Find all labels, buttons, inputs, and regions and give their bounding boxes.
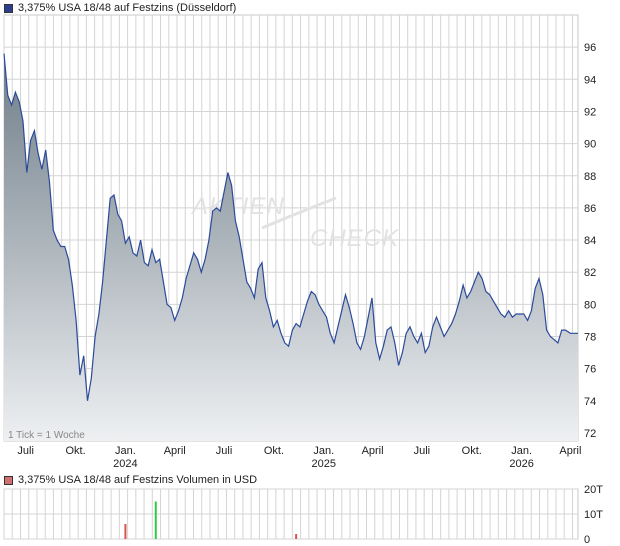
price-y-tick-label: 96: [584, 42, 596, 54]
volume-y-axis: 0 10T 20T: [584, 484, 603, 546]
price-y-tick-label: 86: [584, 203, 596, 215]
price-y-tick-label: 88: [584, 171, 596, 183]
price-x-tick-label: April: [559, 445, 581, 457]
price-x-tick-label: Jan.: [313, 445, 334, 457]
price-x-tick-label: Okt.: [462, 445, 482, 457]
price-x-tick-label: Jan.: [115, 445, 136, 457]
price-x-tick-label: Okt.: [264, 445, 284, 457]
price-x-tick-label: Juli: [414, 445, 431, 457]
volume-y-tick-label: 20T: [584, 484, 603, 496]
volume-bar: [154, 501, 157, 539]
price-y-tick-label: 94: [584, 74, 596, 86]
price-x-tick-year: 2025: [312, 458, 336, 470]
price-plot-area: AKTIEN CHECK 1 Tick = 1 Woche: [3, 14, 579, 442]
price-y-tick-label: 74: [584, 396, 596, 408]
price-legend-swatch: [4, 3, 13, 13]
volume-bar: [295, 534, 298, 539]
price-x-tick-label: Juli: [216, 445, 233, 457]
price-y-tick-label: 76: [584, 364, 596, 376]
price-x-tick-label: Okt.: [65, 445, 85, 457]
price-y-tick-label: 84: [584, 235, 596, 247]
volume-grid: [3, 488, 578, 540]
volume-y-tick-label: 10T: [584, 509, 603, 521]
price-x-tick-year: 2026: [509, 458, 533, 470]
volume-chart-title: 3,375% USA 18/48 auf Festzins Volumen in…: [18, 474, 258, 486]
volume-legend-swatch: [4, 475, 13, 485]
tick-interval-note: 1 Tick = 1 Woche: [8, 430, 85, 441]
price-y-tick-label: 80: [584, 299, 596, 311]
volume-y-tick-label: 0: [584, 534, 590, 546]
price-y-tick-label: 92: [584, 106, 596, 118]
volume-bars: [124, 501, 298, 539]
watermark-line-1: AKTIEN: [190, 193, 285, 220]
price-y-tick-label: 82: [584, 267, 596, 279]
price-series-line: [3, 53, 578, 401]
watermark-swoosh: [261, 196, 337, 230]
price-y-axis: 72 74 76 78 80 82 84 86 88 90 92 94 96: [584, 42, 596, 440]
volume-legend: 3,375% USA 18/48 auf Festzins Volumen in…: [4, 474, 257, 486]
price-x-tick-label: April: [164, 445, 186, 457]
price-x-tick-label: April: [362, 445, 384, 457]
price-y-tick-label: 90: [584, 139, 596, 151]
volume-bar: [124, 524, 127, 539]
volume-plot-area: [3, 488, 579, 540]
watermark-line-2: CHECK: [310, 225, 399, 252]
price-area-fill: [4, 53, 578, 441]
price-y-tick-label: 78: [584, 332, 596, 344]
watermark: AKTIEN CHECK: [190, 193, 399, 252]
price-chart-title: 3,375% USA 18/48 auf Festzins (Düsseldor…: [18, 2, 237, 14]
price-legend: 3,375% USA 18/48 auf Festzins (Düsseldor…: [4, 2, 236, 14]
price-x-tick-label: Jan.: [511, 445, 532, 457]
price-y-tick-label: 72: [584, 428, 596, 440]
price-x-tick-label: Juli: [17, 445, 34, 457]
price-x-tick-year: 2024: [113, 458, 137, 470]
